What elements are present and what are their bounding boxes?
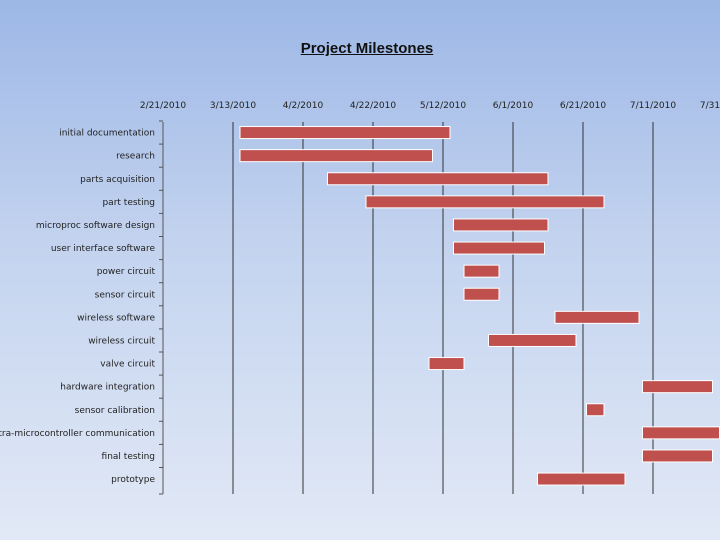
task-label: user interface software — [51, 244, 156, 254]
task-label: final testing — [102, 452, 155, 462]
task-label: prototype — [111, 475, 155, 485]
x-tick-label: 4/22/2010 — [350, 101, 396, 111]
task-bar — [642, 426, 720, 440]
task-bar — [365, 195, 605, 209]
task-label: wireless circuit — [88, 336, 155, 346]
task-label: hardware integration — [60, 383, 155, 393]
task-label: initial documentation — [59, 129, 155, 139]
task-bar — [428, 357, 465, 371]
task-label: part testing — [102, 198, 155, 208]
task-label: power circuit — [97, 267, 156, 277]
task-label: wireless software — [77, 313, 155, 323]
x-tick-label: 4/2/2010 — [283, 101, 324, 111]
task-bar — [463, 287, 500, 301]
task-bar — [537, 472, 626, 486]
task-label: research — [116, 152, 155, 162]
x-tick-label: 7/31/2010 — [700, 101, 720, 111]
task-label: sensor calibration — [75, 406, 155, 416]
x-tick-label: 6/1/2010 — [493, 101, 534, 111]
task-bar — [327, 172, 549, 186]
x-tick-label: 3/13/2010 — [210, 101, 256, 111]
task-label: sensor circuit — [95, 290, 156, 300]
task-label: parts acquisition — [80, 175, 155, 185]
task-bar — [453, 241, 545, 255]
task-label: microproc software design — [36, 221, 155, 231]
task-bar — [642, 380, 713, 394]
task-bar — [453, 218, 549, 232]
task-label: valve circuit — [100, 360, 155, 370]
task-bar — [488, 333, 577, 347]
task-label: intra-microcontroller communication — [0, 429, 155, 439]
x-tick-label: 2/21/2010 — [140, 101, 186, 111]
task-bar — [463, 264, 500, 278]
chart-title: Project Milestones — [300, 40, 434, 57]
x-tick-label: 6/21/2010 — [560, 101, 606, 111]
task-bar — [239, 149, 433, 163]
x-tick-label: 5/12/2010 — [420, 101, 466, 111]
task-bar — [642, 449, 713, 463]
task-bar — [239, 126, 451, 140]
x-tick-label: 7/11/2010 — [630, 101, 676, 111]
task-bar — [586, 403, 605, 417]
task-bar — [554, 310, 640, 324]
